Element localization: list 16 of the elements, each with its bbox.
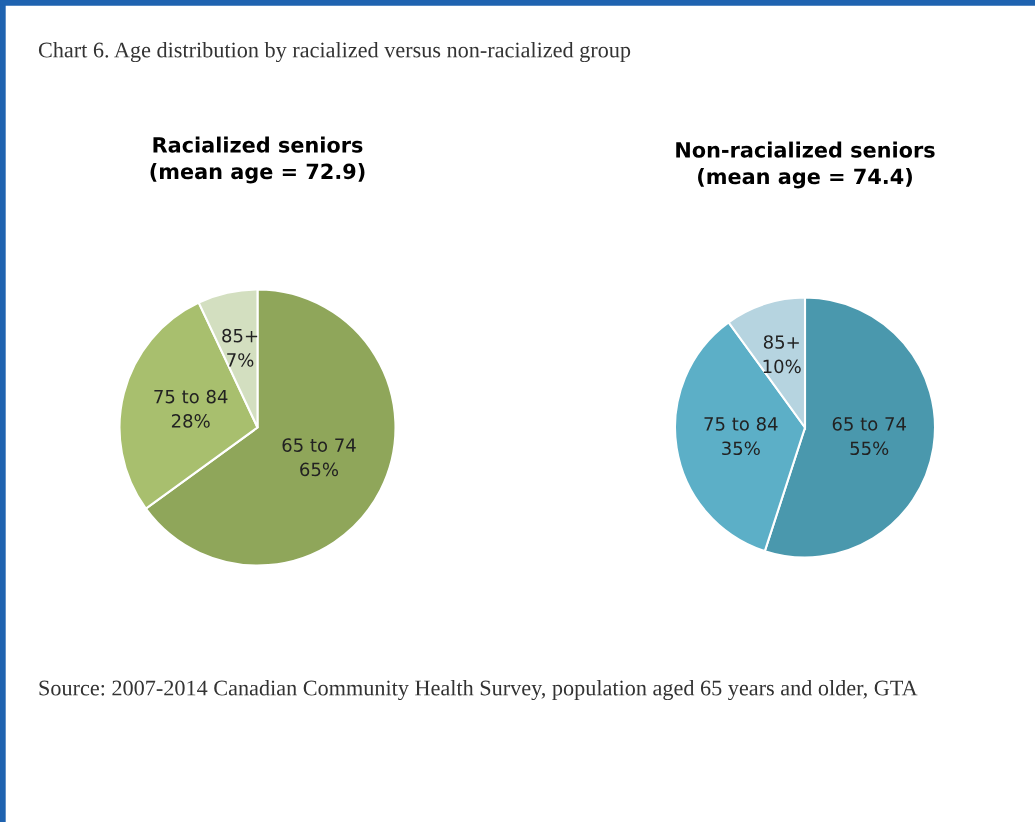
data-label: 10% <box>763 359 801 374</box>
slice-label: 85+ <box>763 335 799 349</box>
slice-label: 65 to 74 <box>282 438 356 452</box>
slice-label: 75 to 84 <box>704 417 778 431</box>
data-label: 35% <box>722 441 760 456</box>
slice-label: 75 to 84 <box>154 389 228 404</box>
data-label: 7% <box>227 353 254 367</box>
slice-label: 65 to 74 <box>832 417 906 431</box>
caption: Chart 6. Age distribution by racialized versus non-racialized group <box>38 41 631 63</box>
slice-label: 85+ <box>222 328 258 343</box>
chart-title: Non-racialized seniors (mean age = 74.4) <box>676 141 935 189</box>
chart-title: Racialized seniors (mean age = 72.9) <box>150 136 365 184</box>
data-label: 55% <box>850 441 889 456</box>
source-note: Source: 2007-2014 Canadian Community Health Survey, population aged 65 years and older, GTA <box>39 679 918 701</box>
data-label: 28% <box>171 414 210 428</box>
data-label: 65% <box>300 462 339 477</box>
